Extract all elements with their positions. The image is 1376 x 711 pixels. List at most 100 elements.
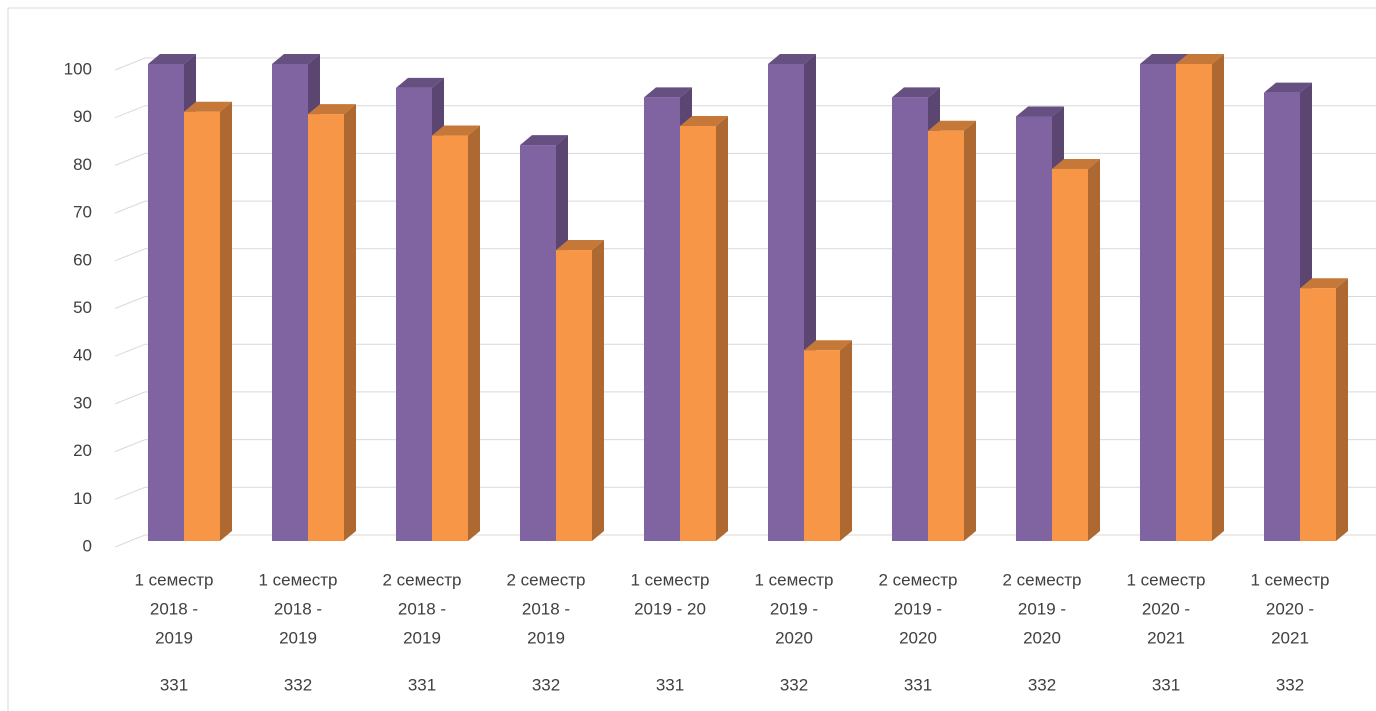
bar-top <box>396 77 444 88</box>
x-group-label: 332 <box>780 675 808 694</box>
bar-top <box>556 240 604 251</box>
bar-side <box>468 125 480 542</box>
bar-front <box>644 97 680 541</box>
x-tick-label: 1 семестр <box>754 570 833 589</box>
x-tick-label: 2019 <box>527 628 565 647</box>
bar-front <box>804 350 840 541</box>
bar-front <box>768 64 804 541</box>
grid-line <box>114 57 1376 71</box>
x-tick-label: 1 семестр <box>1126 570 1205 589</box>
bar <box>1052 158 1100 541</box>
x-tick-label: 2019 <box>279 628 317 647</box>
x-tick-label: 2020 <box>899 628 937 647</box>
bar-front <box>520 145 556 541</box>
x-tick-label: 1 семестр <box>1250 570 1329 589</box>
x-tick-label: 2019 - <box>894 599 942 618</box>
bar-top <box>184 101 232 112</box>
bar-side <box>220 101 232 541</box>
x-tick-label: 1 семестр <box>630 570 709 589</box>
bar <box>804 340 852 541</box>
x-group-label: 332 <box>1028 675 1056 694</box>
bar-top <box>272 54 320 64</box>
bar-side <box>1088 158 1100 541</box>
bar-front <box>928 130 964 541</box>
bar-front <box>272 64 308 541</box>
bar-top <box>520 135 568 146</box>
x-tick-label: 2018 - <box>398 599 446 618</box>
bar-front <box>1140 64 1176 541</box>
bar-top <box>1176 54 1224 64</box>
bar-front <box>556 250 592 541</box>
bar-top <box>892 87 940 98</box>
x-tick-label: 1 семестр <box>134 570 213 589</box>
x-tick-label: 2019 - 20 <box>634 599 706 618</box>
y-tick-label: 80 <box>73 155 92 174</box>
y-tick-label: 20 <box>73 441 92 460</box>
x-tick-label: 2 семестр <box>382 570 461 589</box>
y-tick-label: 30 <box>73 393 92 412</box>
x-tick-label: 2018 - <box>522 599 570 618</box>
x-tick-label: 2018 - <box>150 599 198 618</box>
x-tick-label: 2021 <box>1271 628 1309 647</box>
x-group-label: 331 <box>656 675 684 694</box>
x-tick-label: 2020 <box>775 628 813 647</box>
bar-side <box>1336 278 1348 541</box>
bar <box>928 120 976 541</box>
x-tick-label: 2021 <box>1147 628 1185 647</box>
x-tick-label: 2018 - <box>274 599 322 618</box>
bar-front <box>1016 116 1052 541</box>
bar-front <box>308 114 344 542</box>
bar <box>1300 278 1348 541</box>
y-tick-label: 50 <box>73 298 92 317</box>
x-tick-label: 2 семестр <box>506 570 585 589</box>
bar-top <box>1052 158 1100 169</box>
bar <box>556 240 604 541</box>
x-tick-label: 2019 <box>155 628 193 647</box>
bar-top <box>432 125 480 136</box>
bar-front <box>892 97 928 541</box>
x-tick-label: 2019 - <box>770 599 818 618</box>
bar-side <box>964 120 976 541</box>
bar-side <box>592 240 604 541</box>
bar-front <box>1264 92 1300 542</box>
bar-top <box>680 116 728 127</box>
y-tick-label: 90 <box>73 107 92 126</box>
bar-front <box>148 64 184 541</box>
x-tick-label: 2020 - <box>1142 599 1190 618</box>
x-tick-label: 1 семестр <box>258 570 337 589</box>
bar-side <box>716 116 728 541</box>
bar <box>680 116 728 541</box>
x-group-label: 332 <box>284 675 312 694</box>
bar-top <box>928 120 976 131</box>
bar-front <box>1052 168 1088 541</box>
y-tick-label: 70 <box>73 203 92 222</box>
grid-line <box>114 105 1376 119</box>
x-group-label: 332 <box>532 675 560 694</box>
bar <box>1176 54 1224 541</box>
bar <box>184 101 232 541</box>
x-group-label: 331 <box>904 675 932 694</box>
bar-top <box>1300 278 1348 289</box>
bar-top <box>1016 106 1064 117</box>
bar-top <box>644 87 692 98</box>
bar-front <box>432 135 468 542</box>
x-tick-label: 2 семестр <box>878 570 957 589</box>
bar-front <box>184 111 220 541</box>
bar-top <box>768 54 816 64</box>
x-tick-label: 2019 <box>403 628 441 647</box>
bar <box>432 125 480 542</box>
x-group-label: 331 <box>1152 675 1180 694</box>
bar <box>308 104 356 542</box>
x-group-label: 331 <box>160 675 188 694</box>
y-tick-label: 60 <box>73 250 92 269</box>
bar-side <box>1212 54 1224 541</box>
bar-top <box>1264 82 1312 93</box>
x-group-label: 332 <box>1276 675 1304 694</box>
x-tick-label: 2020 - <box>1266 599 1314 618</box>
y-tick-label: 0 <box>83 536 92 555</box>
bar-front <box>1300 288 1336 541</box>
x-tick-label: 2 семестр <box>1002 570 1081 589</box>
bar-side <box>344 104 356 542</box>
bar-top <box>804 340 852 351</box>
